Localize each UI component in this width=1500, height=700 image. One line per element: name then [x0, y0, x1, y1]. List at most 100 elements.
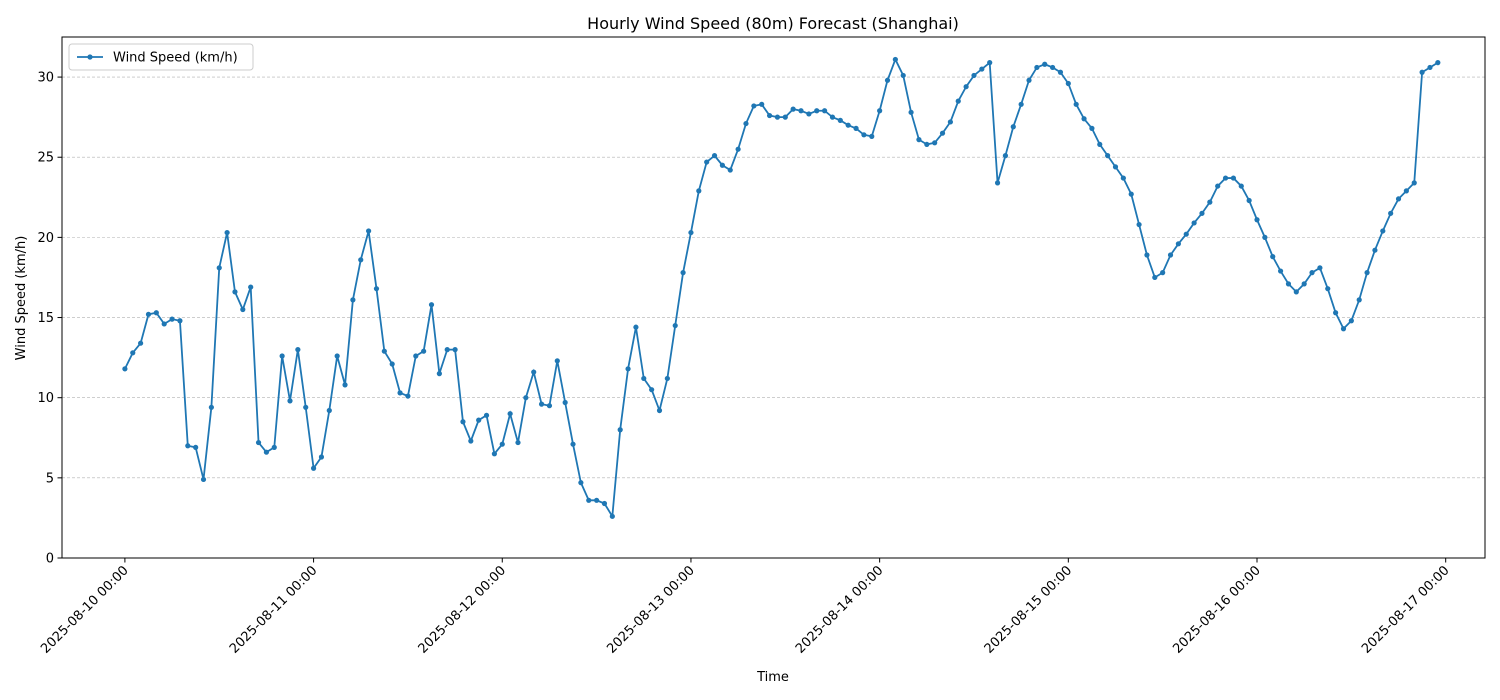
data-point — [240, 306, 246, 313]
data-point — [1309, 270, 1315, 276]
data-point — [1285, 281, 1292, 287]
legend: Wind Speed (km/h) — [68, 43, 254, 71]
data-point — [1183, 231, 1189, 237]
data-point — [916, 137, 922, 143]
data-point — [358, 257, 364, 263]
data-point — [1050, 64, 1056, 71]
data-point — [680, 270, 686, 276]
data-point — [342, 382, 348, 388]
data-point — [664, 375, 670, 382]
legend-entry-wind-speed: Wind Speed (km/h) — [113, 51, 238, 66]
data-point — [515, 439, 521, 446]
data-point — [1372, 247, 1378, 253]
data-point — [460, 419, 466, 425]
data-point — [200, 476, 207, 483]
data-point — [672, 322, 678, 329]
y-tick-label: 30 — [37, 71, 54, 86]
data-point — [413, 353, 419, 359]
data-point — [979, 66, 985, 72]
data-point — [1215, 183, 1221, 189]
legend-box — [68, 43, 254, 71]
data-point — [1128, 191, 1134, 197]
data-point — [884, 77, 891, 83]
data-point — [900, 72, 906, 79]
data-point — [185, 443, 191, 449]
data-point — [963, 84, 969, 90]
data-point — [452, 347, 458, 353]
data-point — [499, 441, 505, 447]
y-tick-label: 25 — [37, 151, 54, 166]
data-point — [782, 114, 788, 120]
data-point — [1207, 199, 1213, 205]
data-point — [877, 108, 883, 114]
data-point — [1301, 281, 1307, 287]
data-point — [1325, 286, 1331, 292]
data-point — [1277, 268, 1284, 274]
data-point — [1356, 297, 1362, 303]
data-point — [853, 125, 859, 131]
data-point — [421, 348, 427, 354]
data-point — [1160, 270, 1166, 276]
data-point — [790, 106, 796, 112]
data-point — [1089, 125, 1095, 131]
x-axis-ticks: 2025-08-10 00:00 2025-08-11 00:00 2025-08-… — [38, 558, 1453, 657]
data-point — [1348, 318, 1354, 324]
data-point — [1403, 188, 1409, 194]
data-point — [1120, 175, 1126, 181]
data-point — [656, 407, 663, 414]
x-tick-label: 2025-08-12 00:00 — [416, 563, 509, 656]
data-point — [649, 387, 655, 393]
data-point — [633, 324, 639, 330]
data-point — [248, 284, 254, 290]
data-point — [318, 454, 325, 460]
data-point — [271, 444, 277, 450]
data-point — [1364, 270, 1370, 276]
data-point — [562, 399, 568, 406]
plot-frame — [61, 36, 1486, 559]
data-point — [491, 451, 497, 457]
data-point — [255, 439, 262, 446]
data-point — [177, 318, 183, 324]
data-point — [130, 350, 136, 356]
data-point — [1034, 64, 1040, 71]
data-point — [1175, 241, 1181, 247]
data-point — [334, 353, 340, 359]
data-point — [389, 361, 395, 367]
data-point — [586, 497, 592, 503]
data-point — [295, 347, 301, 353]
y-tick-label: 15 — [37, 311, 54, 326]
data-point — [428, 302, 435, 308]
data-point — [1222, 175, 1229, 181]
data-point — [193, 444, 199, 450]
data-point — [1293, 289, 1299, 295]
data-point — [1081, 116, 1087, 122]
data-point — [924, 141, 930, 148]
data-point — [617, 427, 623, 433]
data-point — [1010, 124, 1016, 130]
data-point — [861, 132, 867, 138]
y-axis-ticks: 0 5 10 15 20 25 30 — [37, 71, 62, 567]
data-point — [1073, 101, 1079, 107]
data-point — [1395, 196, 1402, 202]
legend-marker-swatch — [87, 54, 93, 60]
x-tick-label: 2025-08-10 00:00 — [38, 563, 131, 656]
data-point — [939, 130, 946, 136]
data-point — [326, 407, 332, 414]
data-point — [1388, 210, 1394, 216]
data-point — [688, 229, 694, 236]
data-point — [601, 500, 608, 507]
data-point — [1246, 197, 1252, 204]
data-point — [476, 417, 482, 423]
data-point — [711, 153, 718, 159]
data-point — [971, 72, 977, 79]
data-point — [1317, 265, 1323, 271]
data-point — [538, 401, 545, 407]
data-point — [468, 438, 474, 444]
data-point — [1112, 164, 1119, 170]
data-point — [570, 441, 576, 447]
data-point — [955, 98, 961, 104]
data-point — [727, 167, 733, 173]
data-point — [1199, 210, 1205, 216]
